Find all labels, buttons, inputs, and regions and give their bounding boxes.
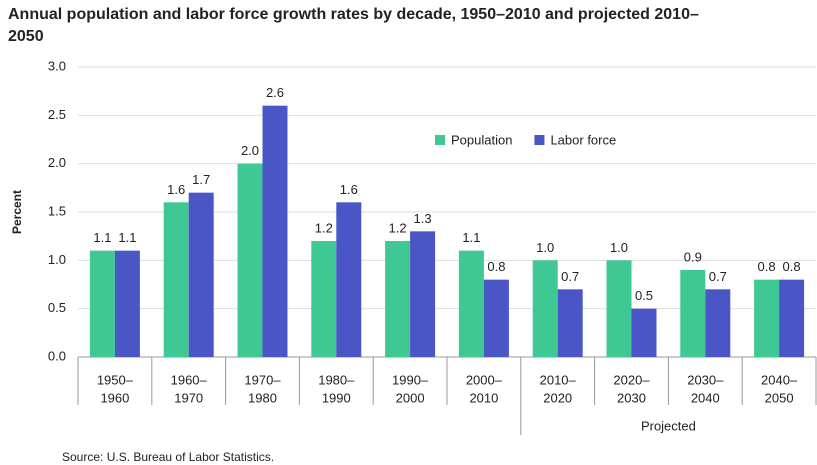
x-tick-label: 1990– — [392, 372, 429, 387]
y-tick-label: 0.0 — [48, 348, 66, 363]
legend-label: Labor force — [550, 132, 616, 147]
x-tick-label: 2010– — [540, 372, 577, 387]
x-tick-label: 1980 — [248, 390, 277, 405]
value-label: 1.0 — [610, 240, 628, 255]
y-tick-label: 0.5 — [48, 300, 66, 315]
bar — [532, 260, 558, 357]
bar — [385, 241, 411, 357]
x-tick-label: 2050 — [765, 390, 794, 405]
x-tick-label: 2010 — [469, 390, 498, 405]
x-tick-label: 2040– — [761, 372, 798, 387]
value-label: 0.8 — [487, 259, 505, 274]
value-label: 0.7 — [561, 269, 579, 284]
bar — [458, 250, 484, 357]
x-tick-label: 2040 — [691, 390, 720, 405]
value-label: 2.0 — [241, 143, 259, 158]
y-tick-label: 3.0 — [48, 58, 66, 73]
bar — [336, 202, 362, 357]
value-label: 2.6 — [266, 85, 284, 100]
value-label: 1.3 — [414, 211, 432, 226]
value-label: 1.2 — [389, 220, 407, 235]
y-tick-label: 2.0 — [48, 155, 66, 170]
bar — [483, 279, 509, 357]
value-label: 0.9 — [684, 249, 702, 264]
x-tick-label: 2030– — [687, 372, 724, 387]
value-label: 1.0 — [536, 240, 554, 255]
value-label: 1.1 — [118, 230, 136, 245]
value-label: 0.8 — [758, 259, 776, 274]
x-tick-label: 1970– — [244, 372, 281, 387]
chart-title: Annual population and labor force growth… — [8, 6, 699, 45]
legend-swatch — [534, 135, 545, 145]
annotation: Projected — [641, 418, 696, 433]
value-label: 1.1 — [93, 230, 111, 245]
x-tick-label: 1960 — [100, 390, 129, 405]
x-tick-label: 2000– — [466, 372, 503, 387]
bar — [311, 241, 337, 357]
legend-label: Population — [451, 132, 512, 147]
value-label: 1.7 — [192, 172, 210, 187]
value-label: 1.2 — [315, 220, 333, 235]
x-tick-label: 2020– — [613, 372, 650, 387]
x-tick-label: 2020 — [543, 390, 572, 405]
bar — [705, 289, 731, 357]
legend-swatch — [435, 135, 445, 145]
bar — [410, 231, 436, 357]
bar — [754, 279, 780, 357]
bar — [680, 270, 706, 357]
bar — [262, 105, 288, 358]
bar — [779, 279, 805, 357]
bar — [114, 250, 140, 357]
x-tick-label: 1990 — [322, 390, 351, 405]
value-label: 0.5 — [635, 288, 653, 303]
bar — [557, 289, 583, 357]
y-tick-label: 2.5 — [48, 107, 66, 122]
bar — [631, 308, 657, 357]
value-label: 1.6 — [167, 182, 185, 197]
x-tick-label: 2000 — [396, 390, 425, 405]
y-axis-label: Percent — [10, 190, 24, 234]
x-tick-label: 1970 — [174, 390, 203, 405]
value-label: 0.8 — [783, 259, 801, 274]
value-label: 1.1 — [462, 230, 480, 245]
y-tick-label: 1.0 — [48, 252, 66, 267]
x-tick-label: 1980– — [318, 372, 355, 387]
x-tick-label: 2030 — [617, 390, 646, 405]
y-tick-label: 1.5 — [48, 203, 66, 218]
x-tick-label: 1950– — [97, 372, 134, 387]
value-label: 0.7 — [709, 269, 727, 284]
value-label: 1.6 — [340, 182, 358, 197]
source: Source: U.S. Bureau of Labor Statistics. — [62, 450, 274, 464]
bar — [163, 202, 189, 357]
bar — [606, 260, 632, 357]
x-tick-label: 1960– — [171, 372, 208, 387]
bar — [89, 250, 115, 357]
bar — [188, 192, 214, 357]
bar — [237, 163, 263, 357]
